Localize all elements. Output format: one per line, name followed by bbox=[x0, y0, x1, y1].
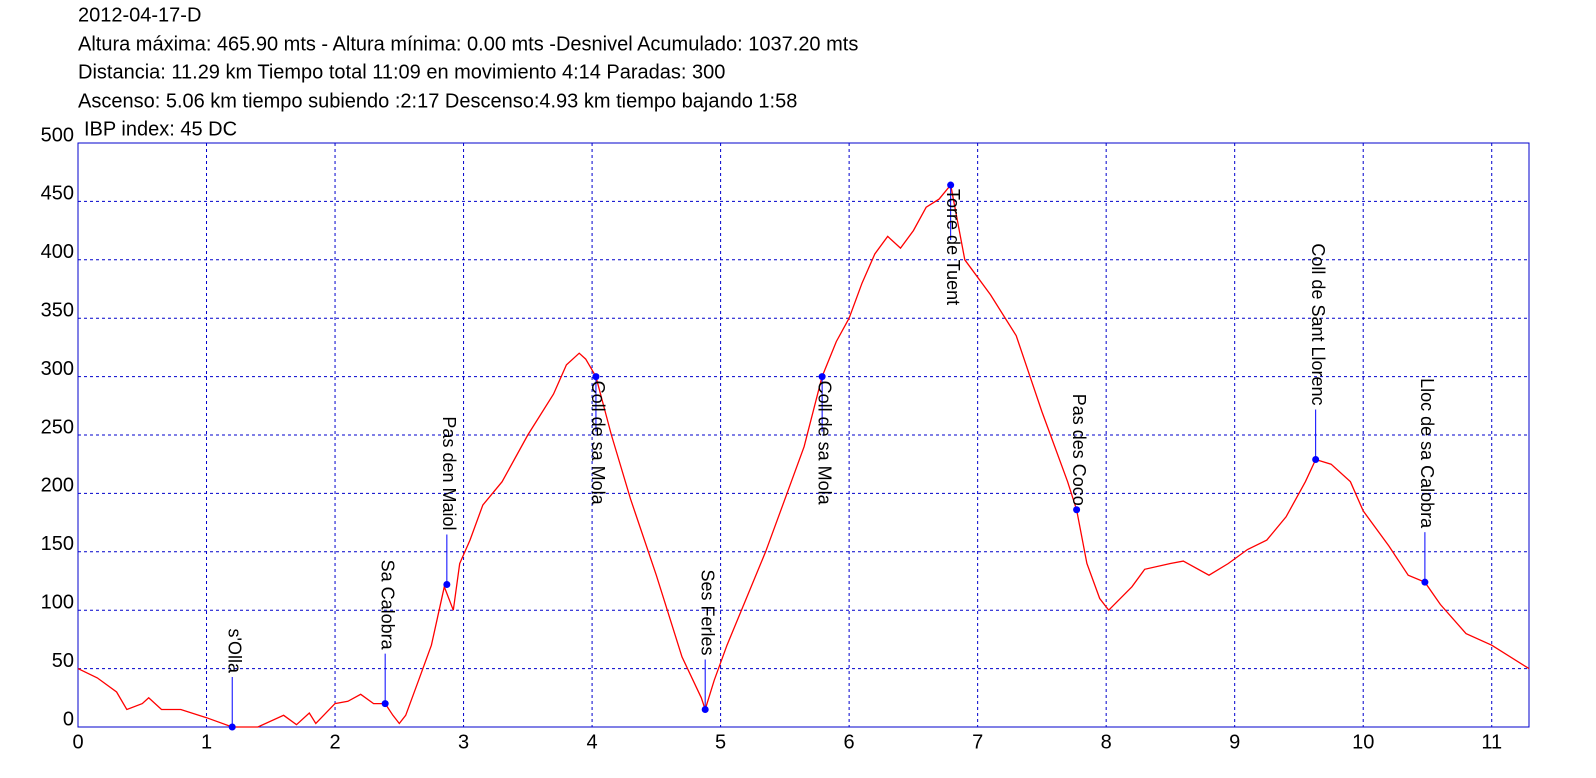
waypoint bbox=[1073, 506, 1081, 514]
waypoint-label: Lloc de sa Calobra bbox=[1417, 378, 1437, 529]
waypoint bbox=[947, 181, 955, 189]
x-tick-label: 8 bbox=[1101, 731, 1112, 753]
x-tick-label: 2 bbox=[329, 731, 340, 753]
info-line: Ascenso: 5.06 km tiempo subiendo :2:17 D… bbox=[78, 90, 797, 112]
waypoint-label: Coll de sa Mola bbox=[814, 381, 834, 506]
x-tick-label: 6 bbox=[844, 731, 855, 753]
x-tick-label: 5 bbox=[715, 731, 726, 753]
y-tick-label: 0 bbox=[63, 708, 74, 730]
elevation-line bbox=[77, 183, 1530, 728]
waypoint-label: Torre de Tuent bbox=[943, 189, 963, 305]
chart-title: 2012-04-17-D bbox=[78, 4, 201, 26]
waypoint-label: Coll de Sant Llorenc bbox=[1308, 243, 1328, 405]
waypoint bbox=[818, 373, 826, 381]
y-tick-label: 100 bbox=[41, 591, 74, 613]
x-tick-label: 10 bbox=[1352, 731, 1374, 753]
y-tick-label: 250 bbox=[41, 416, 74, 438]
waypoint bbox=[1312, 456, 1320, 464]
x-tick-label: 0 bbox=[72, 731, 83, 753]
info-line: IBP index: 45 DC bbox=[84, 118, 237, 140]
y-tick-label: 50 bbox=[52, 650, 74, 672]
x-tick-label: 9 bbox=[1229, 731, 1240, 753]
x-tick-label: 1 bbox=[201, 731, 212, 753]
x-tick-label: 7 bbox=[972, 731, 983, 753]
x-tick-label: 4 bbox=[587, 731, 598, 753]
info-line: Distancia: 11.29 km Tiempo total 11:09 e… bbox=[78, 61, 725, 83]
waypoint-label: Sa Calobra bbox=[377, 560, 397, 651]
waypoint bbox=[381, 700, 389, 708]
y-tick-label: 300 bbox=[41, 358, 74, 380]
waypoint bbox=[1421, 578, 1429, 586]
x-tick-label: 3 bbox=[458, 731, 469, 753]
waypoint bbox=[592, 373, 600, 381]
y-tick-label: 500 bbox=[41, 124, 74, 146]
x-tick-label: 11 bbox=[1481, 731, 1502, 753]
waypoint-label: Pas des Coco bbox=[1069, 394, 1089, 506]
y-tick-label: 350 bbox=[41, 299, 74, 321]
waypoint-label: Ses Ferles bbox=[697, 569, 717, 655]
waypoint-label: Coll de sa Mola bbox=[588, 381, 608, 506]
info-line: Altura máxima: 465.90 mts - Altura mínim… bbox=[78, 33, 858, 55]
waypoint-label: Pas den Maiol bbox=[439, 416, 459, 530]
y-tick-label: 450 bbox=[41, 183, 74, 205]
y-tick-label: 400 bbox=[41, 241, 74, 263]
y-tick-label: 150 bbox=[41, 533, 74, 555]
plot-frame bbox=[77, 142, 1530, 728]
y-tick-label: 200 bbox=[41, 475, 74, 497]
waypoint-label: s'Olla bbox=[224, 629, 244, 674]
waypoint bbox=[443, 581, 451, 589]
waypoint bbox=[228, 723, 236, 731]
waypoint bbox=[701, 705, 709, 713]
